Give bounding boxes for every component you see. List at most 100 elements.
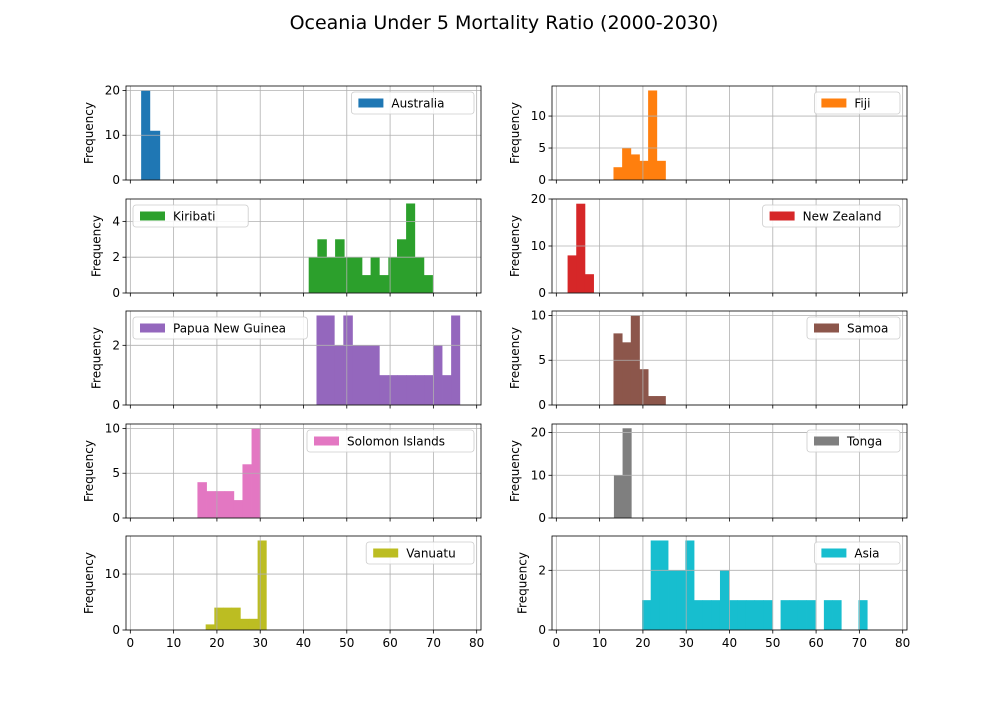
subplot-fiji-bar (656, 160, 666, 180)
subplot-tonga-bar (613, 475, 623, 518)
subplot-kiribati-bar (379, 275, 389, 293)
subplot-kiribati-bar (397, 239, 407, 293)
subplot-new-zealand-legend-swatch (769, 211, 795, 221)
subplot-fiji-y-axis-label: Frequency (508, 102, 522, 164)
subplot-solomon-islands-y-axis-label: Frequency (82, 440, 96, 502)
subplot-tonga-y-tick-label: 10 (531, 468, 546, 482)
subplot-solomon-islands-bar (224, 491, 235, 518)
subplot-australia-bar (149, 130, 161, 180)
subplot-papua-new-guinea-bar (388, 375, 398, 405)
subplot-asia-y-axis-label: Frequency (516, 552, 530, 614)
subplot-papua-new-guinea-bar (432, 345, 443, 405)
subplot-vanuatu-bar (257, 540, 267, 630)
subplot-papua-new-guinea-bar (316, 315, 326, 405)
subplot-kiribati-bar (352, 257, 363, 293)
subplot-fiji-y-tick-label: 10 (531, 109, 546, 123)
subplot-tonga-legend: Tonga (806, 429, 901, 453)
subplot-asia-bar (832, 600, 842, 630)
subplot-vanuatu-x-tick-label: 0 (127, 636, 135, 650)
subplot-asia-bar (659, 540, 669, 630)
subplot-asia-bar (685, 540, 695, 630)
subplot-fiji-bar (622, 148, 632, 180)
subplot-kiribati-bar (423, 275, 433, 293)
subplot-papua-new-guinea-bar (379, 375, 389, 405)
subplot-asia-bar (650, 540, 660, 630)
subplot-fiji-legend: Fiji (814, 91, 901, 115)
subplot-papua-new-guinea-bar (361, 345, 371, 405)
subplot-asia: 0 10 20 30 40 50 60 70 80 0 2 Frequency Asia (516, 535, 910, 650)
subplot-vanuatu-legend-swatch (373, 548, 399, 558)
subplot-asia-bar (728, 600, 738, 630)
subplot-australia-y-axis-label: Frequency (82, 102, 96, 164)
subplot-asia-bar (676, 570, 686, 630)
subplot-asia-x-tick-label: 0 (553, 636, 561, 650)
subplot-solomon-islands-y-tick-label: 10 (105, 421, 120, 435)
subplot-papua-new-guinea-y-tick-label: 2 (112, 338, 120, 352)
subplot-new-zealand-legend: New Zealand (762, 204, 901, 228)
subplot-papua-new-guinea-bar (397, 375, 407, 405)
subplot-asia-x-tick-label: 50 (765, 636, 780, 650)
subplot-asia-bar (711, 600, 721, 630)
subplot-samoa-legend-swatch (814, 323, 839, 333)
subplot-asia-bar (668, 570, 678, 630)
subplot-papua-new-guinea-legend-swatch (140, 323, 165, 333)
subplot-new-zealand-bar (567, 255, 577, 293)
subplot-tonga-y-axis-label: Frequency (508, 440, 522, 502)
subplot-samoa-y-axis-label: Frequency (508, 327, 522, 389)
subplot-australia-legend-frame (350, 91, 475, 115)
subplot-asia-legend-frame (814, 541, 901, 565)
subplot-asia-bar (745, 600, 756, 630)
subplot-new-zealand-y-tick-label: 0 (538, 286, 546, 300)
subplot-asia-bar (694, 600, 704, 630)
subplot-vanuatu-legend-label: Vanuatu (406, 547, 456, 561)
subplot-vanuatu-x-tick-label: 30 (253, 636, 268, 650)
subplot-asia-legend-swatch (821, 548, 847, 558)
subplot-asia-x-tick-label: 30 (679, 636, 694, 650)
subplot-solomon-islands-bar (197, 482, 207, 518)
subplot-asia-x-tick-label: 80 (895, 636, 910, 650)
subplot-solomon-islands-y-tick-label: 5 (112, 466, 120, 480)
subplot-kiribati-bar (317, 239, 327, 293)
subplot-asia-bar (754, 600, 764, 630)
subplot-fiji-bar (613, 167, 623, 180)
subplot-fiji-bar (630, 154, 640, 180)
subplot-kiribati-bar (308, 257, 318, 293)
subplot-kiribati-y-tick-label: 2 (112, 250, 120, 264)
subplot-samoa-y-tick-label: 5 (538, 353, 546, 367)
subplot-vanuatu-bar (205, 624, 215, 630)
subplot-tonga-legend-label: Tonga (846, 435, 882, 449)
subplot-kiribati-bar (370, 257, 380, 293)
subplot-samoa-bar (613, 333, 623, 405)
subplot-australia-legend: Australia (350, 91, 475, 115)
subplot-kiribati-legend-swatch (140, 211, 165, 221)
subplot-fiji-legend-frame (814, 91, 901, 115)
subplot-fiji-bar (648, 90, 658, 180)
subplot-papua-new-guinea-bar (442, 375, 452, 405)
subplot-new-zealand-y-tick-label: 20 (531, 192, 546, 206)
subplot-new-zealand: 0 10 20 Frequency New Zealand (508, 192, 908, 300)
subplot-samoa-bar (639, 369, 649, 405)
subplot-kiribati-legend: Kiribati (132, 204, 249, 228)
subplot-new-zealand-bar (584, 274, 594, 293)
subplot-samoa-y-tick-label: 10 (531, 308, 546, 322)
subplot-vanuatu-x-tick-label: 80 (469, 636, 484, 650)
subplot-kiribati-bar (414, 257, 425, 293)
subplot-vanuatu-x-tick-label: 10 (166, 636, 181, 650)
subplot-vanuatu: 0 10 20 30 40 50 60 70 80 0 10 Frequency Vanuatu (82, 535, 484, 650)
subplot-asia-x-tick-label: 10 (592, 636, 607, 650)
subplot-new-zealand-y-tick-label: 10 (531, 239, 546, 253)
subplot-australia-legend-swatch (358, 98, 384, 108)
subplot-papua-new-guinea-bar (415, 375, 425, 405)
chart-title: Oceania Under 5 Mortality Ratio (2000-20… (290, 12, 719, 34)
subplot-vanuatu-x-tick-label: 20 (209, 636, 224, 650)
subplot-fiji-y-tick-label: 0 (538, 173, 546, 187)
subplot-asia-bar (797, 600, 807, 630)
subplot-fiji-y-tick-label: 5 (538, 141, 546, 155)
subplot-samoa-y-tick-label: 0 (538, 398, 546, 412)
subplot-fiji-legend-label: Fiji (854, 97, 870, 111)
subplot-vanuatu-bar (231, 607, 241, 630)
subplot-papua-new-guinea-bar (451, 315, 461, 405)
subplot-kiribati-bar (361, 275, 372, 293)
